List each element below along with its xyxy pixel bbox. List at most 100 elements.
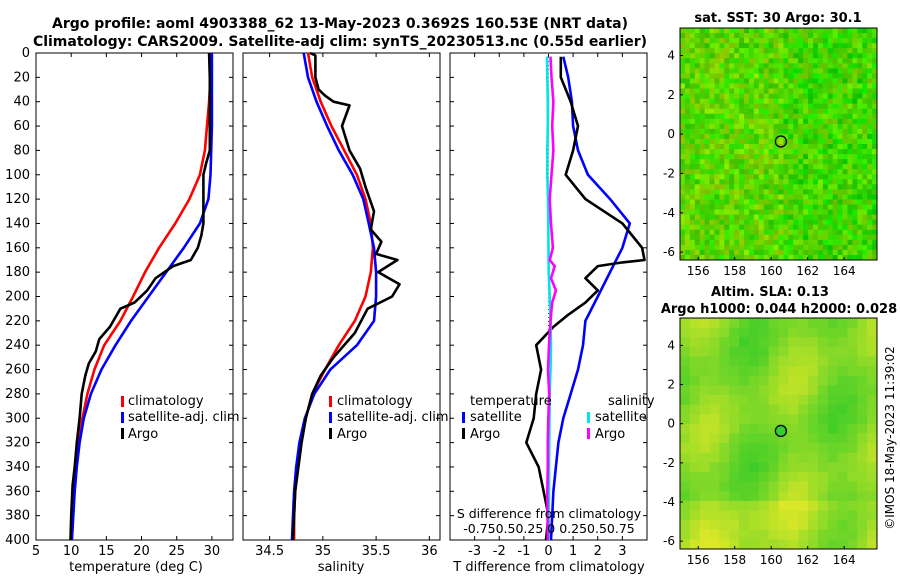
sst-cell: [803, 214, 809, 221]
sst-cell: [803, 88, 809, 94]
sst-cell: [744, 63, 750, 69]
sla-cell: [729, 500, 740, 511]
sst-cell: [793, 184, 799, 190]
sla-cell: [847, 472, 858, 483]
sst-cell: [837, 204, 843, 210]
sst-cell: [748, 234, 755, 241]
sla-cell: [798, 385, 809, 396]
sst-cell: [817, 234, 824, 241]
sst-cell: [763, 254, 770, 260]
sst-cell: [842, 43, 848, 49]
sla-cell: [680, 385, 691, 396]
sla-cell: [709, 375, 720, 386]
sst-cell: [847, 58, 853, 64]
sst-cell: [709, 189, 715, 195]
sst-cell: [857, 58, 863, 64]
sst-cell: [714, 159, 720, 165]
sla-cell: [817, 366, 829, 377]
sst-cell: [857, 68, 863, 74]
sst-cell: [719, 113, 725, 120]
sst-cell: [719, 103, 725, 110]
sst-cell: [684, 209, 691, 216]
sst-cell: [719, 174, 725, 180]
sst-cell: [832, 98, 838, 105]
sst-cell: [719, 28, 725, 34]
sst-cell: [867, 149, 873, 155]
depth-tick-label: 340: [5, 460, 30, 475]
sst-cell: [709, 48, 715, 54]
sst-cell: [704, 133, 710, 140]
sst-cell: [808, 249, 814, 256]
sst-cell: [714, 184, 720, 190]
sst-cell: [822, 219, 829, 226]
sla-cell: [739, 481, 750, 492]
sst-cell: [714, 83, 720, 89]
sst-cell: [719, 68, 725, 74]
sst-cell: [867, 78, 873, 84]
sst-cell: [729, 154, 735, 160]
sst-cell: [773, 219, 779, 226]
sst-cell: [793, 133, 799, 140]
sst-cell: [862, 144, 868, 150]
sst-cell: [699, 174, 706, 180]
sst-cell: [817, 254, 824, 260]
sla-cell: [768, 510, 779, 521]
sst-cell: [684, 214, 691, 221]
sst-cell: [793, 63, 799, 69]
sst-cell: [817, 33, 824, 39]
sst-cell: [793, 33, 799, 39]
sla-cell: [758, 414, 770, 425]
sst-cell: [768, 98, 774, 105]
sst-cell: [758, 83, 765, 89]
sla-cell: [788, 443, 799, 454]
sst-cell: [773, 133, 779, 140]
sst-cell: [852, 184, 858, 190]
sla-cell: [689, 462, 701, 473]
sst-cell: [778, 98, 784, 105]
sst-cell: [709, 214, 715, 221]
sst-cell: [857, 179, 863, 185]
sst-cell: [724, 224, 730, 231]
sla-cell: [827, 520, 838, 531]
sla-cell: [847, 443, 858, 454]
sla-cell: [837, 491, 848, 502]
sst-cell: [842, 73, 848, 79]
sla-cell: [847, 481, 858, 492]
sst-cell: [768, 209, 774, 216]
sst-cell: [694, 229, 701, 236]
sla-cell: [798, 491, 809, 502]
sst-cell: [812, 133, 819, 140]
sst-cell: [793, 68, 799, 74]
sst-cell: [872, 113, 877, 120]
sst-cell: [704, 169, 710, 175]
sst-cell: [763, 149, 770, 155]
sla-cell: [827, 375, 838, 386]
sst-cell: [827, 224, 834, 231]
sst-cell: [709, 123, 715, 130]
sst-cell: [694, 204, 701, 210]
sst-cell: [847, 194, 853, 200]
sst-cell: [778, 194, 784, 200]
sla-cell: [758, 404, 770, 415]
sla-cell: [758, 385, 770, 396]
sst-cell: [862, 88, 868, 94]
sst-cell: [847, 214, 853, 221]
sst-cell: [822, 154, 829, 160]
sst-cell: [709, 63, 715, 69]
sst-cell: [680, 214, 686, 221]
sst-cell: [768, 83, 774, 89]
sla-cell: [729, 452, 740, 463]
sst-cell: [768, 58, 774, 64]
sla-cell: [867, 404, 877, 415]
legend-swatch-argo: [121, 428, 124, 439]
sst-cell: [724, 88, 730, 94]
sla-cell: [857, 375, 868, 386]
sst-cell: [793, 179, 799, 185]
sst-cell: [798, 138, 804, 145]
depth-tick-label: 260: [5, 363, 30, 378]
sla-cell: [817, 337, 829, 348]
sst-cell: [837, 229, 843, 236]
sla-cell: [719, 318, 730, 329]
sst-cell: [773, 118, 779, 125]
sla-cell: [798, 500, 809, 511]
